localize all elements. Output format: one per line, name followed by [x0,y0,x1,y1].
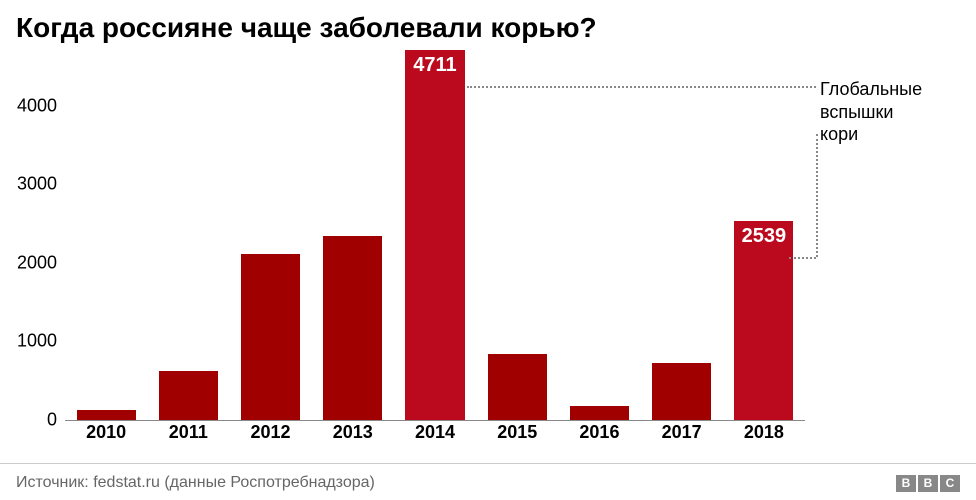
bbc-logo-b1: B [896,475,916,492]
bar [159,371,218,420]
bar [241,254,300,421]
x-tick-label: 2010 [65,422,147,443]
y-axis: 01000200030004000 [0,50,65,420]
bbc-logo-b2: B [918,475,938,492]
x-axis-line [65,420,805,421]
annotation-leader [816,134,818,257]
chart-title: Когда россияне чаще заболевали корью? [0,0,976,52]
y-tick-label: 3000 [17,174,57,195]
bbc-logo-c: C [940,475,960,492]
source-text: Источник: fedstat.ru (данные Роспотребна… [16,474,375,492]
bar [570,406,629,420]
bar-value-label: 4711 [405,54,464,77]
annotation-text: Глобальные вспышки кори [820,78,922,146]
annotation-leader [789,257,816,259]
x-tick-label: 2014 [394,422,476,443]
annotation-leader [467,86,816,88]
x-axis: 201020112012201320142015201620172018 [65,422,805,450]
plot-area: 4711 2539 [65,50,805,420]
y-tick-label: 1000 [17,331,57,352]
y-tick-label: 2000 [17,252,57,273]
x-tick-label: 2017 [641,422,723,443]
chart-area: 01000200030004000 47112539 2010201120122… [0,50,976,450]
bar [488,354,547,420]
bar [652,363,711,420]
bar-value-label: 2539 [734,225,793,248]
bbc-logo: B B C [896,475,960,492]
x-tick-label: 2015 [476,422,558,443]
x-tick-label: 2016 [558,422,640,443]
x-tick-label: 2018 [723,422,805,443]
x-tick-label: 2013 [312,422,394,443]
bar [77,410,136,420]
x-tick-label: 2011 [147,422,229,443]
bar: 4711 [405,50,464,420]
bar [323,236,382,420]
footer: Источник: fedstat.ru (данные Роспотребна… [0,463,976,500]
y-tick-label: 0 [47,410,57,431]
x-tick-label: 2012 [229,422,311,443]
y-tick-label: 4000 [17,95,57,116]
bar: 2539 [734,221,793,420]
